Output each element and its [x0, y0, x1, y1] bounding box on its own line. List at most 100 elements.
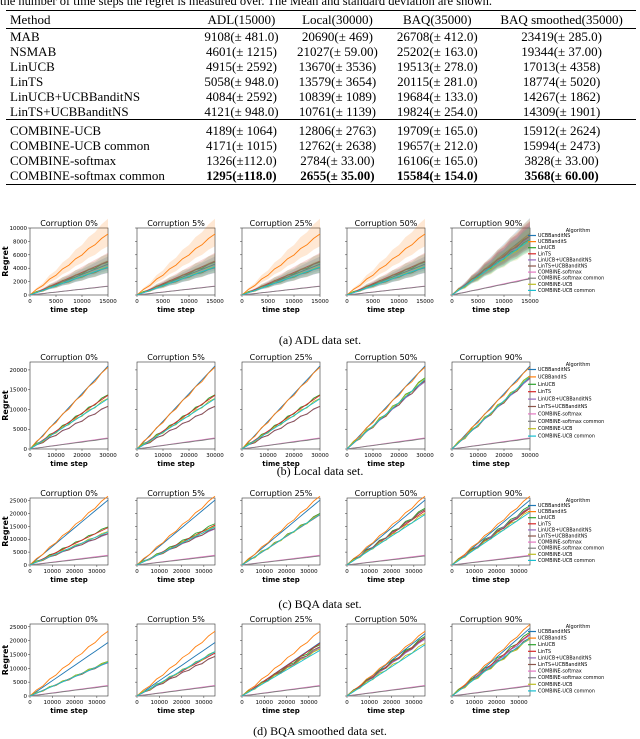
legend: AlgorithmUCBBanditNSUCBBanditSLinUCBLinT… — [528, 228, 604, 294]
table-row: NSMAB 4601(± 1215) 21027(± 59.00) 25202(± 1… — [6, 44, 636, 59]
legend-item: LinUCB+UCBBanditNS — [538, 257, 592, 263]
panel-title: Corruption 90% — [460, 489, 523, 498]
series-line-9 — [136, 526, 216, 566]
series-band-1 — [30, 218, 108, 295]
table-cell: 9108(± 481.0) — [204, 29, 279, 44]
legend-item: COMBINE-UCB — [538, 682, 572, 688]
x-axis-label: time step — [157, 306, 195, 314]
series-line-8 — [136, 397, 216, 450]
x-tick-label: 30000 — [405, 700, 423, 706]
x-tick-label: 20000 — [278, 569, 296, 575]
table-cell: 15994(± 2473) — [522, 138, 601, 153]
legend-item: LinTS+UCBBanditNS — [538, 264, 587, 270]
x-axis-label: time step — [262, 707, 300, 715]
legend-item: UCBBanditS — [538, 509, 567, 515]
series-line-7 — [346, 685, 426, 697]
legend-item: LinUCB — [538, 382, 555, 388]
legend-item: LinUCB — [538, 642, 555, 648]
x-tick-label: 0 — [28, 569, 32, 575]
x-tick-label: 0 — [135, 700, 139, 706]
legend-item: COMBINE-UCB — [538, 426, 572, 432]
x-tick-label: 5000 — [156, 299, 170, 305]
y-tick-label: 10000 — [10, 666, 28, 672]
x-tick-label: 20000 — [488, 700, 506, 706]
table-cell: 10839(± 1089) — [298, 89, 377, 104]
x-tick-label: 20000 — [66, 700, 84, 706]
x-tick-label: 10000 — [151, 569, 169, 575]
series-band-1 — [137, 218, 215, 295]
x-tick-label: 20000 — [383, 569, 401, 575]
series-line-7 — [241, 555, 321, 566]
x-tick-label: 10000 — [364, 453, 382, 459]
x-tick-label: 20000 — [383, 700, 401, 706]
y-tick-label: 10000 — [10, 407, 28, 413]
series-line-9 — [346, 644, 426, 697]
table-cell: 1326(±112.0) — [206, 153, 277, 168]
x-axis-label: time step — [367, 460, 405, 468]
series-line-7 — [136, 438, 216, 450]
y-tick-label: 0 — [24, 563, 28, 569]
x-tick-label: 10000 — [361, 700, 379, 706]
y-tick-label: 2000 — [13, 280, 27, 286]
table-cell: 19344(± 37.00) — [521, 44, 602, 59]
series-band-8 — [30, 259, 108, 295]
x-axis-label: time step — [50, 576, 88, 584]
series-line-9 — [451, 511, 531, 566]
series-band-4 — [242, 260, 320, 295]
x-tick-label: 10000 — [469, 453, 487, 459]
y-tick-label: 0 — [24, 694, 28, 700]
table-cell: 2784(± 33.00) — [300, 153, 375, 168]
x-axis-label: time step — [472, 707, 510, 715]
legend-item: COMBINE-softmax — [538, 540, 582, 546]
series-line-1 — [451, 624, 531, 697]
subplot-0: Corruption 0% 0 5000 10000 15000 20000 0 10000 2… — [10, 353, 118, 468]
y-axis-label: Regret — [1, 390, 10, 421]
series-band-5 — [137, 260, 215, 295]
series-line-7 — [451, 555, 531, 566]
subplot-1: Corruption 5% 0 5000 10000 15000 time step — [135, 218, 224, 314]
legend-item: LinTS — [538, 251, 551, 257]
table-row: LinUCB 4915(± 2592) 13670(± 3536) 19513(± 2… — [6, 59, 636, 74]
x-axis-label: time step — [262, 306, 300, 314]
series-line-7 — [29, 685, 109, 697]
series-line-8 — [451, 241, 531, 296]
series-band-1 — [347, 218, 425, 295]
x-tick-label: 30000 — [416, 453, 434, 459]
series-line-3 — [241, 643, 321, 697]
x-axis-label: time step — [367, 306, 405, 314]
x-tick-label: 20000 — [180, 453, 198, 459]
x-tick-label: 0 — [450, 569, 454, 575]
series-line-9 — [451, 376, 531, 450]
x-tick-label: 0 — [28, 299, 32, 305]
x-tick-label: 30000 — [195, 700, 213, 706]
series-line-0 — [241, 365, 321, 450]
y-tick-label: 10000 — [10, 226, 28, 232]
series-line-8 — [451, 375, 531, 450]
legend-item: COMBINE-UCB common — [538, 288, 595, 294]
series-line-9 — [241, 398, 321, 450]
series-band-2 — [137, 253, 215, 295]
legend-item: UCBBanditNS — [538, 233, 570, 239]
legend-item: UCBBanditS — [538, 374, 567, 380]
x-axis-label: time step — [367, 576, 405, 584]
series-line-0 — [136, 642, 216, 697]
panel-title: Corruption 25% — [250, 489, 313, 498]
y-tick-label: 20000 — [10, 368, 28, 374]
x-tick-label: 30000 — [88, 700, 106, 706]
series-line-7 — [29, 438, 109, 450]
method-name: COMBINE-softmax — [10, 153, 117, 168]
figure-bqa: Regret Corruption 0% 0 5000 10000 15000 20000 2… — [0, 488, 640, 593]
series-band-4 — [347, 260, 425, 295]
chart-local: Regret Corruption 0% 0 5000 10000 15000 20000 0… — [1, 353, 604, 468]
y-tick-label: 4000 — [13, 266, 27, 272]
table-cell: 19709(± 165.0) — [387, 119, 488, 138]
series-line-9 — [346, 266, 426, 296]
subplot-0: Corruption 0% 0 2000 4000 6000 8000 10000 0 5000… — [10, 218, 117, 314]
x-axis-label: time step — [50, 460, 88, 468]
y-tick-label: 5000 — [13, 550, 27, 556]
legend-item: COMBINE-UCB common — [538, 688, 595, 694]
